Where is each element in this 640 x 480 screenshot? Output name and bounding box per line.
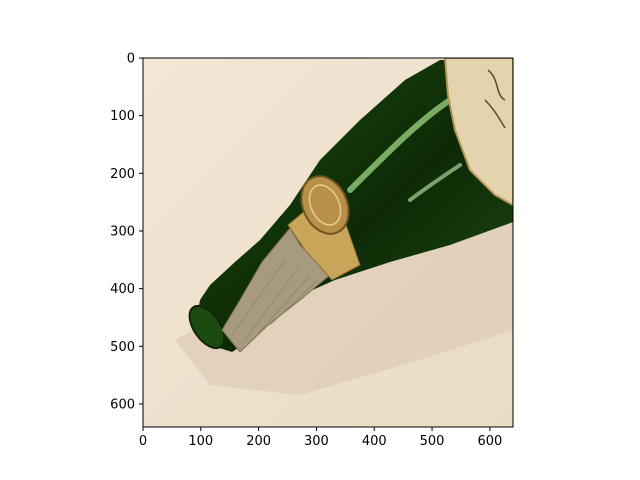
y-tick-label: 500	[110, 340, 135, 355]
x-tick-label: 600	[477, 434, 502, 449]
glass-highlight-2	[408, 163, 462, 202]
y-tick-label: 400	[110, 282, 135, 297]
bottle-photo	[143, 58, 513, 427]
y-tick-label: 200	[110, 167, 135, 182]
label-script	[484, 69, 506, 129]
y-tick-label: 600	[110, 397, 135, 412]
x-tick-label: 500	[420, 434, 445, 449]
bottle-shadow	[175, 205, 513, 395]
medallion	[300, 175, 350, 235]
glass-highlight	[347, 97, 453, 193]
y-tick-label: 100	[110, 109, 135, 124]
x-tick-label: 0	[139, 434, 147, 449]
x-tick-label: 400	[362, 434, 387, 449]
x-tick-label: 200	[246, 434, 271, 449]
bottle-lip	[188, 304, 226, 350]
y-tick-label: 0	[127, 52, 135, 67]
plot-frame	[142, 57, 514, 428]
main-label	[443, 58, 513, 207]
y-tick-label: 300	[110, 224, 135, 239]
y-axis: 0 100 200 300 400 500 600	[110, 52, 143, 412]
foil-texture	[231, 259, 319, 341]
x-tick-label: 300	[304, 434, 329, 449]
x-tick-label: 100	[188, 434, 213, 449]
medallion-inner	[308, 184, 342, 226]
x-axis: 0 100 200 300 400 500 600	[139, 427, 502, 449]
